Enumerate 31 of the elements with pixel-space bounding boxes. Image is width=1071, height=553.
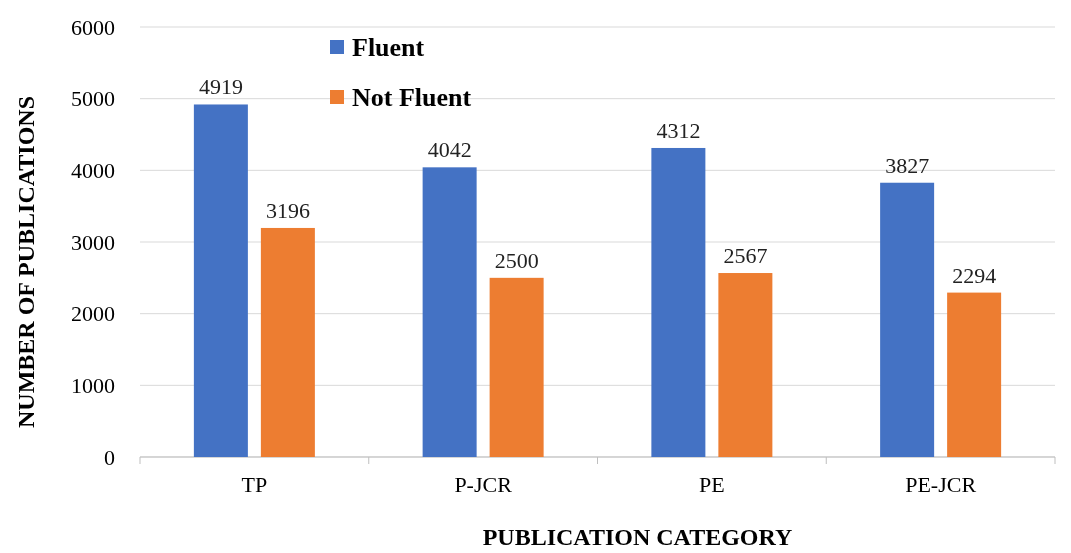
y-tick-label: 5000	[71, 86, 115, 112]
bar	[422, 167, 477, 457]
bar	[880, 182, 935, 457]
y-tick-label: 6000	[71, 14, 115, 40]
x-tick-label: P-JCR	[454, 472, 513, 497]
data-label: 4042	[427, 137, 472, 163]
x-axis-title: PUBLICATION CATEGORY	[482, 524, 793, 550]
bar	[651, 147, 706, 457]
bar	[193, 104, 248, 457]
data-label: 3196	[265, 197, 310, 223]
y-tick-label: 0	[104, 444, 115, 470]
legend-label: Fluent	[352, 33, 425, 63]
y-tick-label: 4000	[71, 158, 115, 184]
y-tick-label: 2000	[71, 301, 115, 327]
y-tick-label: 3000	[71, 229, 115, 255]
y-tick-label: 1000	[71, 373, 115, 399]
data-label: 2567	[723, 243, 768, 269]
data-label: 2500	[494, 247, 539, 273]
data-label: 4919	[198, 74, 243, 100]
bar	[718, 273, 773, 457]
legend-label: Not Fluent	[352, 83, 472, 113]
x-tick-label: TP	[241, 472, 268, 497]
data-label: 2294	[952, 262, 997, 288]
x-tick-label: PE-JCR	[905, 472, 977, 497]
data-label: 4312	[656, 117, 701, 143]
bar	[489, 277, 544, 457]
y-axis-title: NUMBER OF PUBLICATIONS	[13, 95, 39, 429]
bar	[947, 292, 1002, 457]
data-label: 3827	[885, 152, 930, 178]
bar	[260, 227, 315, 457]
x-tick-label: PE	[699, 472, 725, 497]
